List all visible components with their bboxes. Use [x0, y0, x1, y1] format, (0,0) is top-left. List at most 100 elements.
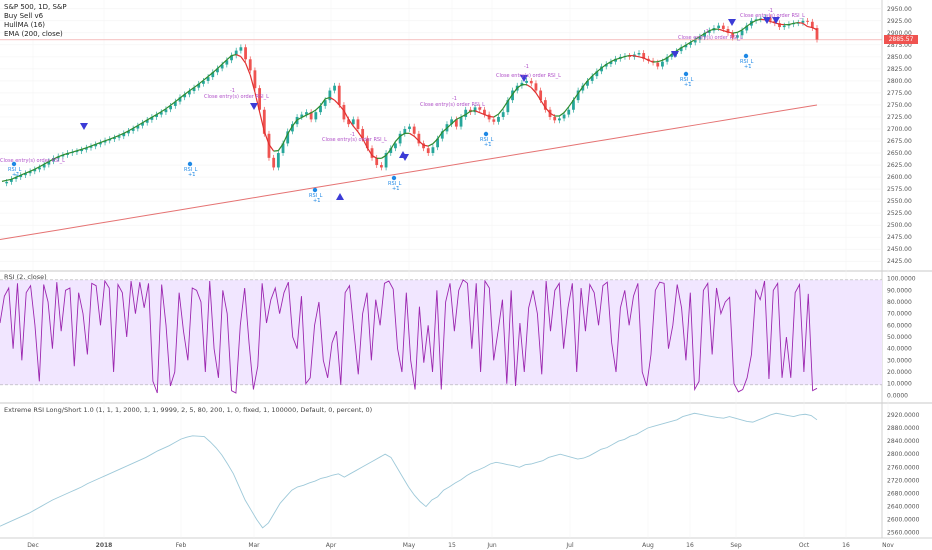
candle — [586, 80, 589, 86]
candle — [173, 101, 177, 106]
hullma-segment — [29, 168, 36, 172]
candle — [412, 126, 416, 134]
hullma-segment — [217, 63, 223, 69]
study-buy-sell[interactable]: Buy Sell v6 — [4, 12, 44, 20]
candle — [38, 167, 41, 170]
hullma-segment — [334, 99, 340, 106]
candle — [305, 112, 308, 115]
hullma-segment — [662, 57, 668, 61]
hullma-segment — [498, 107, 504, 115]
hullma-segment — [718, 28, 724, 32]
qty-close-label: -1 — [350, 132, 355, 138]
candle — [131, 128, 135, 131]
entry-dot-marker — [312, 187, 318, 193]
candle — [796, 22, 800, 24]
hullma-segment — [601, 63, 607, 69]
price-pane[interactable]: Close entry(s) order RSI_L Close entry(s)… — [0, 8, 882, 241]
candle — [557, 118, 561, 121]
y-tick-label: 2650.00 — [887, 150, 912, 157]
hullma-segment — [413, 135, 420, 142]
hullma-segment — [348, 119, 354, 127]
hullma-segment — [301, 114, 307, 118]
candle — [47, 161, 51, 165]
candle — [258, 88, 262, 110]
hullma-segment — [657, 59, 663, 63]
candle — [225, 60, 229, 65]
y-tick-label: 2475.00 — [887, 234, 912, 241]
candle — [492, 119, 496, 122]
hullma-segment — [291, 119, 298, 127]
hullma-segment — [610, 58, 616, 63]
hullma-segment — [812, 27, 818, 31]
candle — [642, 53, 646, 59]
candle — [94, 144, 98, 147]
x-tick-label: Aug — [642, 542, 654, 549]
hullma-segment — [39, 163, 45, 168]
candle — [576, 90, 580, 101]
hullma-segment — [259, 111, 265, 132]
symbol-title[interactable]: S&P 500, 1D, S&P — [4, 3, 67, 11]
hullma-segment — [507, 93, 514, 102]
rsi-title[interactable]: RSI (2, close) — [4, 273, 47, 281]
candle — [604, 64, 608, 67]
rsi-tick-label: 90.0000 — [887, 287, 912, 294]
strategy-title[interactable]: Extreme RSI Long/Short 1.0 (1, 1, 1, 200… — [4, 406, 373, 414]
y-tick-label: 2875.00 — [887, 42, 912, 49]
candle — [267, 133, 271, 158]
equity-tick-label: 2600.0000 — [887, 517, 920, 524]
candle — [426, 148, 430, 154]
rsi-pane[interactable] — [0, 279, 882, 394]
trade-close-label: Close entry(s) order RSI_L — [420, 102, 485, 108]
hullma-segment — [235, 54, 242, 58]
hullma-segment — [418, 140, 424, 146]
candle — [113, 137, 116, 140]
hullma-segment — [512, 87, 518, 95]
hullma-segment — [793, 21, 799, 24]
candle — [562, 114, 566, 119]
hullma-segment — [268, 144, 275, 152]
hullma-segment — [371, 154, 378, 159]
study-ema[interactable]: EMA (200, close) — [4, 30, 63, 38]
hullma-segment — [577, 86, 584, 94]
hullma-segment — [76, 148, 82, 152]
candle — [459, 116, 463, 127]
hullma-segment — [343, 110, 350, 120]
sell-triangle-marker — [520, 75, 528, 82]
trade-close-label: Close entry(s) order RSI_L — [0, 158, 65, 164]
hullma-segment — [465, 110, 471, 116]
rsi-tick-label: 80.0000 — [887, 299, 912, 306]
y-tick-label: 2750.00 — [887, 102, 912, 109]
y-tick-label: 2450.00 — [887, 246, 912, 253]
study-hullma[interactable]: HullMA (16) — [4, 21, 46, 29]
candle — [248, 59, 252, 71]
y-tick-label: 2700.00 — [887, 126, 912, 133]
y-tick-label: 2675.00 — [887, 138, 912, 145]
candle — [726, 28, 730, 33]
candle — [351, 119, 355, 125]
candle — [735, 35, 739, 38]
hullma-segment — [802, 22, 808, 28]
x-tick-label: 16 — [686, 542, 694, 549]
candle — [745, 25, 749, 31]
rsi-entry-label: RSI_L — [8, 167, 22, 173]
equity-pane[interactable] — [0, 412, 818, 529]
hullma-segment — [287, 125, 293, 135]
x-tick-label: Apr — [326, 542, 337, 549]
candle — [553, 116, 557, 121]
hullma-segment — [189, 87, 195, 92]
y-tick-label: 2950.00 — [887, 6, 912, 13]
hullma-segment — [226, 55, 232, 61]
candle — [314, 112, 318, 120]
candle — [567, 109, 571, 115]
entry-dot-marker — [683, 71, 689, 77]
hullma-segment — [451, 118, 457, 125]
entry-dot-marker — [743, 53, 749, 59]
hullma-segment — [502, 100, 509, 109]
hullma-segment — [72, 150, 78, 153]
hullma-segment — [723, 30, 729, 33]
hullma-segment — [193, 83, 200, 89]
y-tick-label: 2725.00 — [887, 114, 912, 121]
candle — [323, 100, 327, 106]
candle — [731, 32, 735, 38]
